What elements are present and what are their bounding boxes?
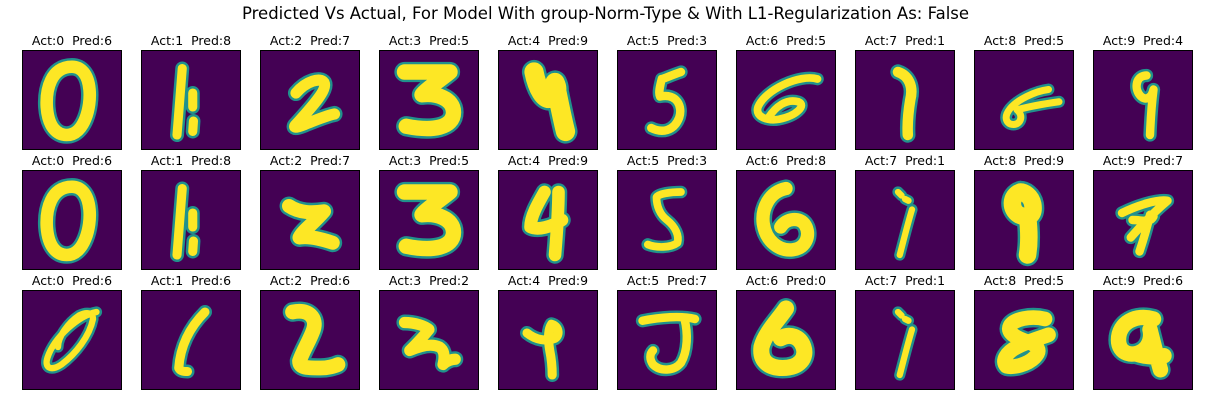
digit-image	[498, 50, 598, 150]
panel-label: Act:5 Pred:3	[626, 33, 708, 48]
panel-label: Act:9 Pred:6	[1102, 273, 1184, 288]
panel-label: Act:4 Pred:9	[507, 273, 589, 288]
digit-image	[974, 290, 1074, 390]
digit-stroke	[892, 66, 917, 141]
digit-stroke	[647, 67, 686, 135]
digit-stroke	[638, 312, 700, 374]
digit-image	[855, 170, 955, 270]
digit-stroke	[997, 310, 1056, 375]
digit-stroke	[172, 63, 198, 140]
figure-title: Predicted Vs Actual, For Model With grou…	[241, 4, 970, 23]
digit-stroke	[524, 185, 569, 262]
digit-image	[1093, 290, 1193, 390]
panel-label: Act:8 Pred:9	[983, 153, 1065, 168]
digit-stroke	[894, 188, 916, 259]
digit-stroke	[398, 316, 461, 371]
digit-image	[379, 170, 479, 270]
digit-image	[141, 170, 241, 270]
digit-image	[617, 170, 717, 270]
panel-label: Act:1 Pred:8	[150, 153, 232, 168]
digit-image	[617, 50, 717, 150]
digit-stroke	[1110, 309, 1172, 378]
panel-label: Act:8 Pred:5	[983, 273, 1065, 288]
digit-stroke	[396, 64, 462, 137]
digit-stroke	[894, 308, 916, 379]
digit-image	[736, 170, 836, 270]
digit-image	[736, 290, 836, 390]
digit-stroke	[1003, 183, 1042, 264]
digit-stroke	[285, 303, 346, 376]
digit-stroke	[522, 319, 563, 380]
panel-label: Act:0 Pred:6	[31, 153, 113, 168]
panel-label: Act:8 Pred:5	[983, 33, 1065, 48]
digit-stroke	[1002, 86, 1063, 128]
digit-stroke	[282, 199, 340, 250]
panel-label: Act:3 Pred:5	[388, 33, 470, 48]
digit-image	[141, 50, 241, 150]
digit-stroke	[43, 308, 100, 372]
digit-image	[1093, 50, 1193, 150]
digit-image	[22, 170, 122, 270]
digit-image	[22, 50, 122, 150]
digit-image	[855, 290, 955, 390]
panel-label: Act:5 Pred:7	[626, 273, 708, 288]
digit-image	[379, 290, 479, 390]
panel-label: Act:0 Pred:6	[31, 273, 113, 288]
digit-stroke	[756, 181, 815, 257]
panel-label: Act:0 Pred:6	[31, 33, 113, 48]
digit-stroke	[524, 62, 576, 142]
digit-stroke	[1132, 71, 1158, 140]
panel-label: Act:7 Pred:1	[864, 153, 946, 168]
panel-label: Act:2 Pred:7	[269, 33, 351, 48]
digit-stroke	[289, 74, 341, 133]
digit-image	[141, 290, 241, 390]
digit-image	[974, 170, 1074, 270]
panel-label: Act:6 Pred:5	[745, 33, 827, 48]
digit-image	[260, 50, 360, 150]
panel-label: Act:7 Pred:1	[864, 273, 946, 288]
digit-image	[260, 290, 360, 390]
digit-image	[498, 170, 598, 270]
panel-label: Act:1 Pred:6	[150, 273, 232, 288]
digit-stroke	[643, 188, 685, 251]
panel-label: Act:6 Pred:0	[745, 273, 827, 288]
panel-label: Act:5 Pred:3	[626, 153, 708, 168]
digit-image	[22, 290, 122, 390]
panel-label: Act:6 Pred:8	[745, 153, 827, 168]
digit-image	[736, 50, 836, 150]
digit-stroke	[172, 183, 198, 260]
digit-image	[1093, 170, 1193, 270]
panel-label: Act:4 Pred:9	[507, 153, 589, 168]
digit-stroke	[40, 60, 97, 142]
panel-label: Act:2 Pred:7	[269, 153, 351, 168]
digit-image	[617, 290, 717, 390]
panel-label: Act:3 Pred:2	[388, 273, 470, 288]
panel-label: Act:7 Pred:1	[864, 33, 946, 48]
digit-stroke	[1117, 196, 1172, 256]
digit-image	[498, 290, 598, 390]
panel-label: Act:2 Pred:6	[269, 273, 351, 288]
panel-label: Act:9 Pred:7	[1102, 153, 1184, 168]
digit-stroke	[40, 180, 97, 262]
panel-label: Act:3 Pred:5	[388, 153, 470, 168]
digit-stroke	[753, 300, 813, 377]
panel-label: Act:4 Pred:9	[507, 33, 589, 48]
panel-label: Act:1 Pred:8	[150, 33, 232, 48]
digit-stroke	[753, 74, 822, 124]
digit-stroke	[174, 307, 210, 377]
panel-label: Act:9 Pred:4	[1102, 33, 1184, 48]
digit-image	[855, 50, 955, 150]
digit-image	[974, 50, 1074, 150]
digit-image	[379, 50, 479, 150]
digit-image	[260, 170, 360, 270]
digit-stroke	[396, 184, 462, 257]
